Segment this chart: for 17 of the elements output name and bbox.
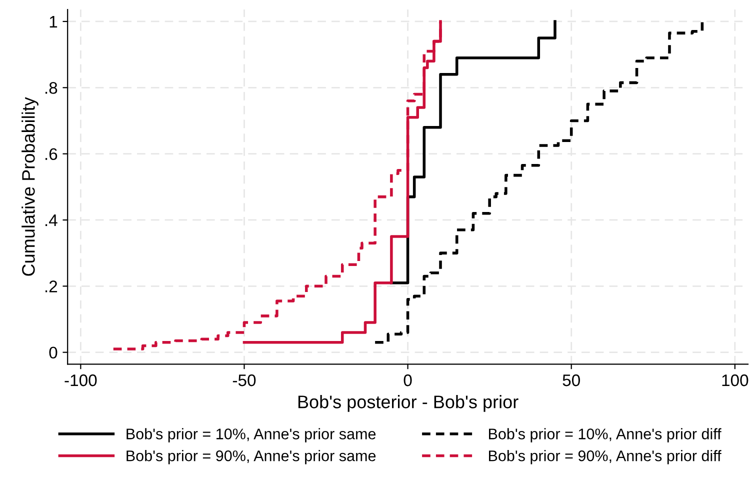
y-tick-label: 0	[49, 346, 58, 359]
legend-label: Bob's prior = 10%, Anne's prior same	[126, 428, 376, 442]
x-axis-title: Bob's posterior - Bob's prior	[298, 395, 518, 412]
x-tick-label: -50	[232, 374, 256, 386]
x-tick-label: 50	[562, 374, 580, 386]
legend-label: Bob's prior = 10%, Anne's prior diff	[489, 428, 722, 442]
x-tick-label: 0	[404, 374, 412, 386]
y-tick-label: .4	[45, 214, 58, 226]
y-tick-label: .8	[45, 82, 58, 94]
y-tick-label: 1	[50, 16, 58, 28]
legend-label: Bob's prior = 90%, Anne's prior diff	[489, 450, 722, 464]
x-tick-label: 100	[722, 374, 748, 386]
y-tick-label: .6	[45, 148, 58, 160]
legend-label: Bob's prior = 90%, Anne's prior same	[126, 450, 376, 464]
y-axis-title: Cumulative Probability	[22, 97, 38, 276]
x-tick-label: -100	[64, 374, 97, 386]
y-tick-label: .2	[45, 280, 58, 292]
